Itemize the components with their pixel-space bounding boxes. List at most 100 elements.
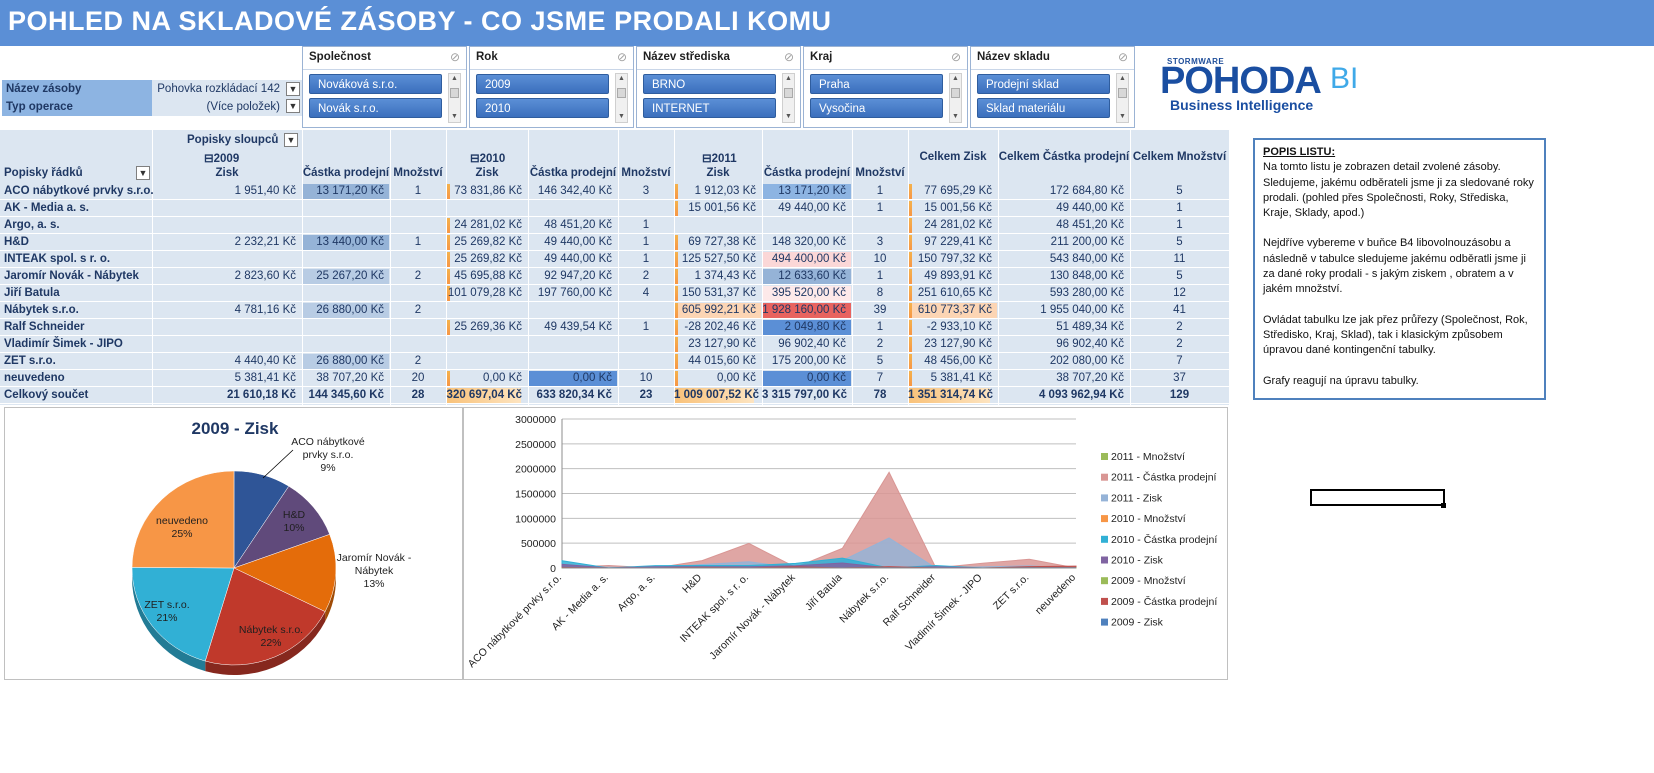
table-cell[interactable]: 2 049,80 Kč bbox=[784, 321, 846, 333]
table-cell[interactable] bbox=[528, 200, 612, 217]
table-cell[interactable]: 0,00 Kč bbox=[573, 372, 612, 384]
table-cell[interactable]: 0,00 Kč bbox=[807, 372, 846, 384]
table-cell[interactable]: 37 bbox=[1173, 372, 1186, 384]
year-header[interactable]: ⊟2010 bbox=[470, 153, 506, 165]
table-cell[interactable]: 13 171,20 Kč bbox=[316, 185, 384, 197]
clear-filter-icon[interactable]: ⊘ bbox=[783, 50, 794, 64]
clear-filter-icon[interactable]: ⊘ bbox=[449, 50, 460, 64]
table-cell[interactable]: 69 727,38 Kč bbox=[688, 236, 756, 248]
table-cell[interactable] bbox=[528, 336, 612, 353]
table-cell[interactable]: 26 880,00 Kč bbox=[316, 355, 384, 367]
table-cell[interactable]: 2 bbox=[414, 304, 422, 316]
table-row[interactable]: ZET s.r.o. 4 440,40 Kč 26 880,00 Kč 2 44 015… bbox=[0, 353, 1229, 370]
table-cell[interactable]: 13 440,00 Kč bbox=[316, 236, 384, 248]
table-cell[interactable]: 1 bbox=[876, 321, 884, 333]
table-cell[interactable]: 2 bbox=[876, 338, 884, 350]
table-cell[interactable]: 197 760,00 Kč bbox=[537, 287, 612, 299]
table-cell[interactable] bbox=[762, 217, 846, 234]
fill-handle[interactable] bbox=[1441, 503, 1446, 508]
table-cell[interactable] bbox=[152, 285, 296, 302]
table-cell[interactable]: 49 439,54 Kč bbox=[544, 321, 612, 333]
table-cell[interactable]: 0,00 Kč bbox=[483, 372, 522, 384]
table-cell[interactable]: 25 269,36 Kč bbox=[454, 321, 522, 333]
table-cell[interactable]: 13 171,20 Kč bbox=[778, 185, 846, 197]
table-cell[interactable]: 0,00 Kč bbox=[717, 372, 756, 384]
scroll-down-icon[interactable]: ▼ bbox=[952, 113, 959, 120]
table-cell[interactable]: 45 695,88 Kč bbox=[454, 270, 522, 282]
table-row[interactable]: ACO nábytkové prvky s.r.o. 1 951,40 Kč 13 … bbox=[0, 183, 1229, 200]
table-cell[interactable]: 1 912,03 Kč bbox=[694, 185, 756, 197]
table-cell[interactable]: -28 202,46 Kč bbox=[684, 321, 756, 333]
table-cell[interactable]: 24 281,02 Kč bbox=[924, 219, 992, 231]
filter-value-typ-operace[interactable]: (Více položek) bbox=[152, 98, 302, 116]
table-cell[interactable]: 3 bbox=[642, 185, 650, 197]
table-cell[interactable] bbox=[390, 319, 446, 336]
slicer[interactable]: Společnost ⊘ Nováková s.r.o. Novák s.r.o. ▲ ▼ bbox=[302, 46, 467, 128]
table-cell[interactable]: 2 bbox=[1176, 338, 1183, 350]
slicer-scrollbar[interactable]: ▲ ▼ bbox=[448, 73, 461, 123]
table-cell[interactable]: 38 707,20 Kč bbox=[1056, 372, 1124, 384]
table-cell[interactable]: 2 bbox=[414, 355, 422, 367]
year-header[interactable]: ⊟2009 bbox=[204, 153, 240, 165]
slicer[interactable]: Název střediska ⊘ BRNO INTERNET ▲ ▼ bbox=[636, 46, 801, 128]
slicer-item[interactable]: INTERNET bbox=[643, 98, 776, 118]
table-cell[interactable] bbox=[390, 285, 446, 302]
scroll-thumb[interactable] bbox=[951, 88, 960, 98]
slicer-item[interactable]: Vysočina bbox=[810, 98, 943, 118]
clear-filter-icon[interactable]: ⊘ bbox=[616, 50, 627, 64]
column-filter-icon[interactable]: ▼ bbox=[284, 133, 298, 147]
table-cell[interactable] bbox=[446, 353, 522, 370]
table-cell[interactable]: 150 531,37 Kč bbox=[681, 287, 756, 299]
table-cell[interactable] bbox=[390, 200, 446, 217]
table-cell[interactable]: 1 bbox=[642, 321, 650, 333]
scroll-down-icon[interactable]: ▼ bbox=[785, 113, 792, 120]
scroll-thumb[interactable] bbox=[784, 88, 793, 98]
table-row[interactable]: H&D 2 232,21 Kč 13 440,00 Kč 1 25 269,82 Kč 4… bbox=[0, 234, 1229, 251]
slicer-item[interactable]: Prodejní sklad bbox=[977, 74, 1110, 94]
table-row[interactable]: Argo, a. s. 24 281,02 Kč 48 451,20 Kč 1 24 2… bbox=[0, 217, 1229, 234]
table-cell[interactable]: 48 451,20 Kč bbox=[544, 219, 612, 231]
table-cell[interactable]: 12 633,60 Kč bbox=[778, 270, 846, 282]
filter-dropdown-icon[interactable]: ▼ bbox=[286, 99, 300, 113]
table-cell[interactable] bbox=[302, 319, 384, 336]
table-cell[interactable] bbox=[618, 200, 674, 217]
selected-cell[interactable] bbox=[1310, 489, 1445, 506]
year-header[interactable]: ⊟2011 bbox=[702, 153, 737, 165]
table-cell[interactable]: 1 bbox=[414, 185, 422, 197]
table-cell[interactable]: 5 bbox=[1176, 270, 1183, 282]
table-cell[interactable]: 1 374,43 Kč bbox=[694, 270, 756, 282]
slicer-item[interactable]: 2010 bbox=[476, 98, 609, 118]
table-cell[interactable]: 23 bbox=[639, 389, 653, 401]
table-cell[interactable] bbox=[528, 302, 612, 319]
table-cell[interactable]: 1 bbox=[876, 185, 884, 197]
table-cell[interactable]: 148 320,00 Kč bbox=[771, 236, 846, 248]
table-cell[interactable]: 49 893,91 Kč bbox=[924, 270, 992, 282]
table-cell[interactable]: 1 bbox=[876, 202, 884, 214]
table-cell[interactable]: 4 781,16 Kč bbox=[234, 304, 296, 316]
scroll-down-icon[interactable]: ▼ bbox=[618, 113, 625, 120]
table-cell[interactable]: 12 bbox=[1173, 287, 1186, 299]
table-cell[interactable]: 320 697,04 Kč bbox=[446, 389, 522, 401]
table-cell[interactable] bbox=[446, 336, 522, 353]
table-row[interactable]: Jaromír Novák - Nábytek 2 823,60 Kč 25 267… bbox=[0, 268, 1229, 285]
table-cell[interactable]: 24 281,02 Kč bbox=[454, 219, 522, 231]
table-cell[interactable]: 8 bbox=[876, 287, 884, 299]
table-cell[interactable]: 101 079,28 Kč bbox=[447, 287, 522, 299]
table-cell[interactable]: 605 992,21 Kč bbox=[681, 304, 756, 316]
table-cell[interactable]: 130 848,00 Kč bbox=[1049, 270, 1124, 282]
table-cell[interactable]: 395 520,00 Kč bbox=[771, 287, 846, 299]
table-cell[interactable]: 1 955 040,00 Kč bbox=[1040, 304, 1124, 316]
table-cell[interactable] bbox=[302, 336, 384, 353]
table-cell[interactable]: 1 bbox=[642, 253, 650, 265]
table-cell[interactable]: 5 381,41 Kč bbox=[234, 372, 296, 384]
table-cell[interactable]: 51 489,34 Kč bbox=[1056, 321, 1124, 333]
table-cell[interactable]: 202 080,00 Kč bbox=[1049, 355, 1124, 367]
table-cell[interactable]: 15 001,56 Kč bbox=[688, 202, 756, 214]
table-cell[interactable]: 96 902,40 Kč bbox=[778, 338, 846, 350]
filter-dropdown-icon[interactable]: ▼ bbox=[286, 82, 300, 96]
table-cell[interactable]: 38 707,20 Kč bbox=[316, 372, 384, 384]
table-cell[interactable]: 2 bbox=[642, 270, 650, 282]
table-cell[interactable] bbox=[390, 217, 446, 234]
table-cell[interactable]: 25 267,20 Kč bbox=[316, 270, 384, 282]
table-cell[interactable]: 5 bbox=[1176, 185, 1183, 197]
